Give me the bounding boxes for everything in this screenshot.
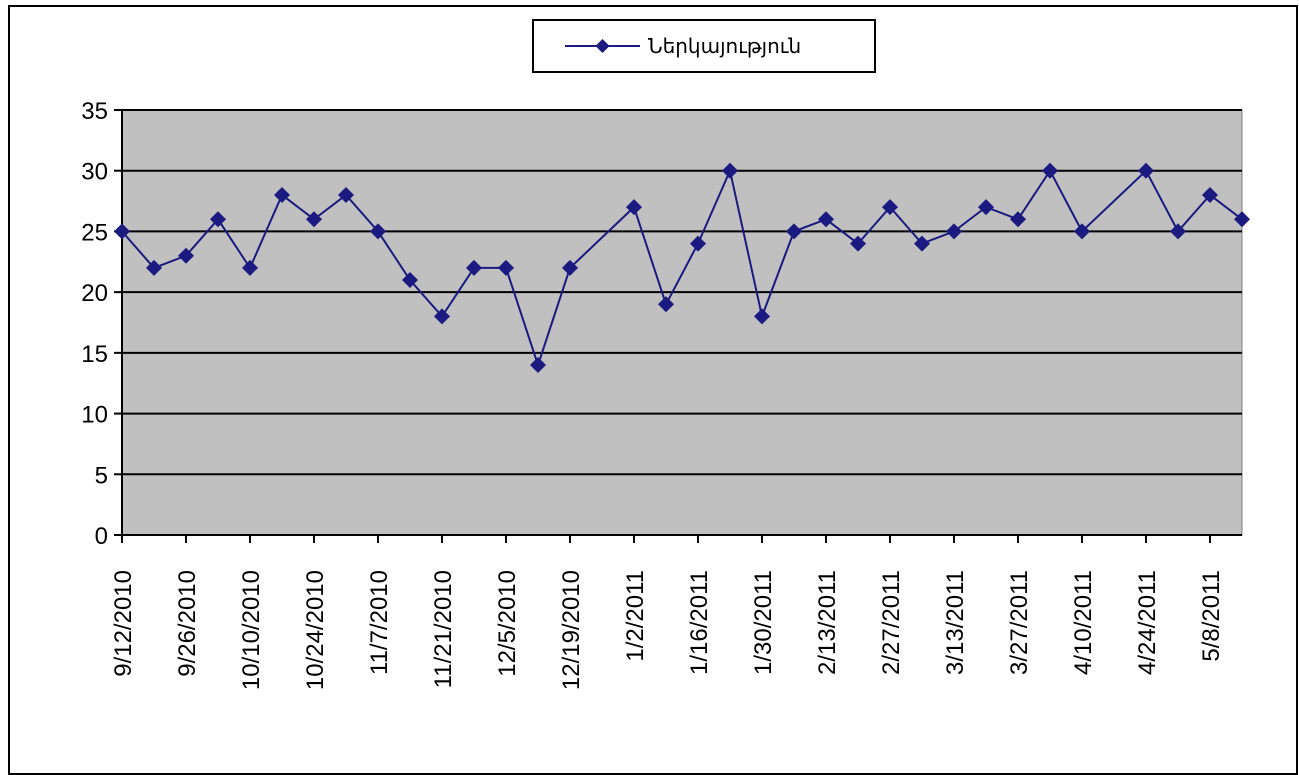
data-point	[914, 235, 930, 252]
data-point	[1202, 187, 1218, 203]
data-point	[946, 223, 962, 240]
data-point	[146, 259, 162, 276]
x-tick-label: 2/27/2011	[878, 570, 905, 675]
x-tick-label: 11/21/2010	[430, 570, 457, 688]
data-point	[1170, 223, 1186, 240]
legend-label: Ներկայություն	[648, 34, 801, 58]
x-tick-label: 3/27/2011	[1006, 570, 1033, 675]
x-tick-label: 12/5/2010	[494, 570, 521, 677]
x-tick-label: 10/10/2010	[238, 570, 265, 690]
x-tick-label: 12/19/2010	[558, 570, 585, 690]
data-point	[754, 308, 770, 325]
data-point	[1234, 211, 1250, 228]
y-axis-ticks: 0 5 10 15 20 25 30 35	[81, 98, 123, 550]
x-tick-label: 4/10/2011	[1070, 570, 1097, 675]
data-point	[626, 199, 642, 216]
data-point	[978, 199, 994, 216]
data-point	[242, 259, 258, 276]
x-tick-label: 4/24/2011	[1134, 570, 1161, 675]
y-tick-label: 35	[81, 98, 108, 125]
series-layer	[114, 162, 1250, 373]
x-tick-label: 11/7/2010	[366, 570, 393, 675]
data-point	[722, 162, 738, 179]
y-tick-label: 15	[81, 341, 108, 368]
data-point	[1042, 162, 1058, 179]
x-tick-label: 3/13/2011	[942, 570, 969, 675]
x-tick-label: 1/2/2011	[622, 570, 649, 662]
x-tick-label: 5/8/2011	[1198, 570, 1225, 662]
plot-background	[121, 109, 1243, 536]
data-point	[178, 247, 194, 264]
data-point	[498, 259, 514, 276]
data-point	[114, 223, 130, 240]
y-tick-label: 0	[95, 523, 108, 550]
data-point	[402, 272, 418, 288]
data-point	[1138, 162, 1154, 179]
y-tick-label: 30	[81, 159, 108, 186]
data-point	[274, 187, 290, 203]
x-tick-label: 10/24/2010	[302, 570, 329, 690]
series-line	[121, 167, 1243, 369]
data-point	[818, 211, 834, 228]
data-point	[370, 223, 386, 240]
data-point	[850, 235, 866, 252]
data-point	[1010, 211, 1026, 228]
x-tick-label: 1/16/2011	[686, 570, 713, 675]
data-point	[562, 259, 578, 276]
data-point	[210, 211, 226, 228]
x-tick-label: 9/26/2010	[174, 570, 201, 677]
y-tick-label: 20	[81, 280, 108, 307]
data-point	[882, 199, 898, 216]
x-axis-ticks: 9/12/2010 9/26/2010 10/10/2010 10/24/2010 11…	[110, 534, 1242, 690]
data-point	[786, 223, 802, 240]
x-tick-label: 1/30/2011	[750, 570, 777, 675]
data-point	[338, 187, 354, 203]
y-tick-label: 25	[81, 219, 108, 246]
data-point	[658, 296, 674, 313]
data-point	[306, 211, 322, 228]
y-tick-label: 5	[95, 462, 108, 489]
data-point	[530, 357, 546, 373]
legend-marker	[595, 39, 610, 53]
data-point	[690, 235, 706, 252]
y-tick-label: 10	[81, 402, 108, 429]
x-tick-label: 9/12/2010	[110, 570, 137, 677]
data-point	[434, 308, 450, 325]
x-tick-label: 2/13/2011	[814, 570, 841, 675]
legend: Ներկայություն	[532, 19, 876, 73]
data-point	[466, 259, 482, 276]
plot-area	[121, 109, 1243, 536]
data-point	[1074, 223, 1090, 240]
